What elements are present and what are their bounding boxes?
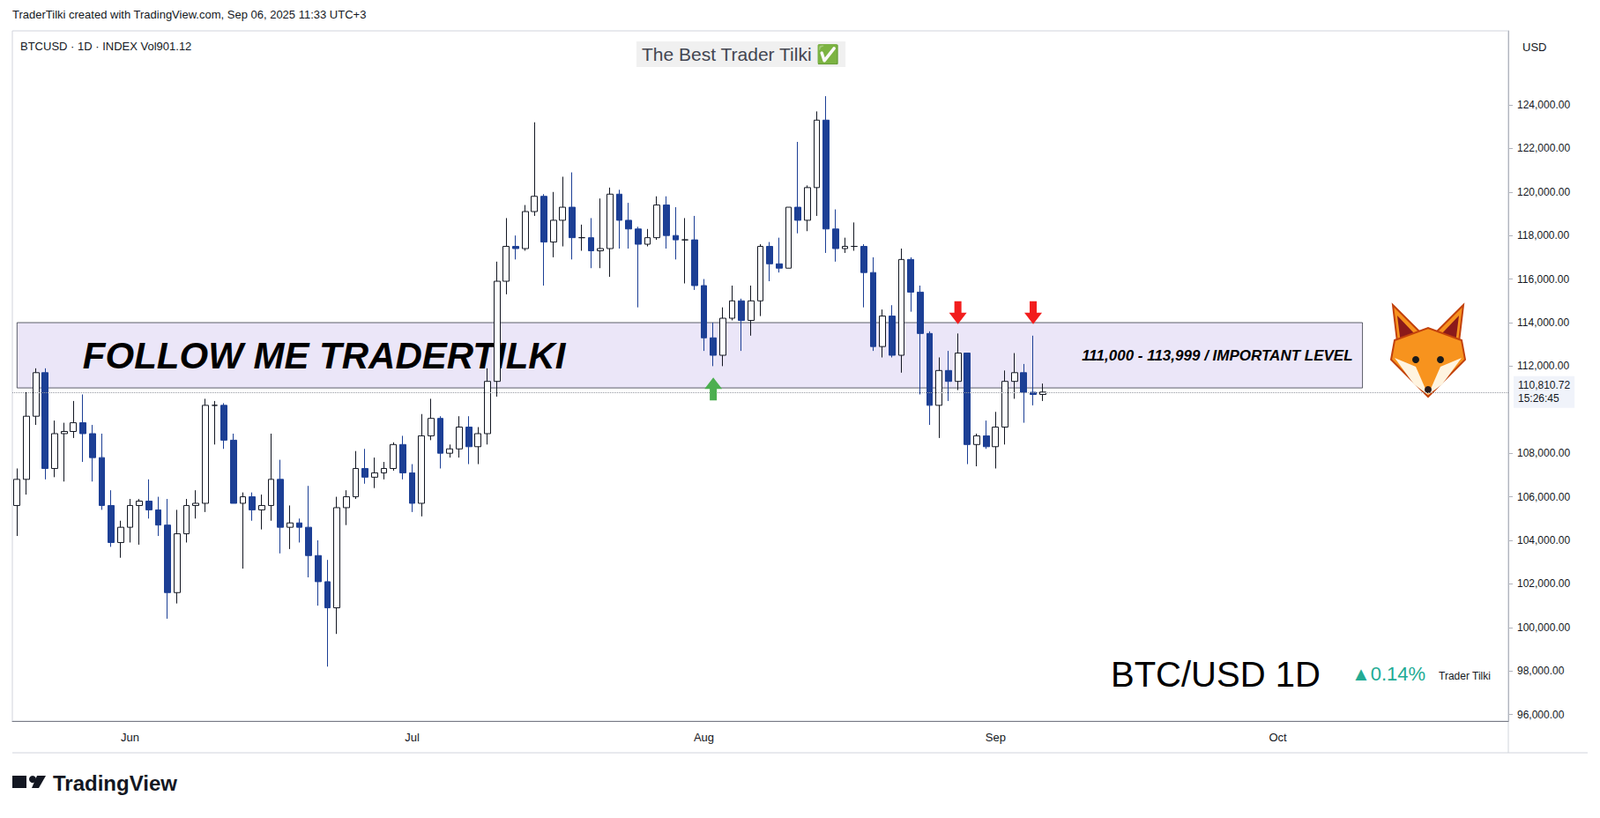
svg-text:110,810.72: 110,810.72 [1518,379,1571,392]
svg-text:120,000.00: 120,000.00 [1517,186,1571,199]
svg-text:Aug: Aug [693,730,715,745]
svg-text:TraderTilki created with Tradi: TraderTilki created with TradingView.com… [12,7,366,22]
svg-text:BTCUSD · 1D · INDEX Vol901.12: BTCUSD · 1D · INDEX Vol901.12 [20,39,192,53]
svg-text:▲0.14%: ▲0.14% [1351,662,1426,685]
svg-text:TradingView: TradingView [52,771,178,796]
svg-text:BTC/USD 1D: BTC/USD 1D [1110,654,1321,694]
svg-text:Trader Tilki: Trader Tilki [1438,669,1491,683]
svg-text:The Best Trader Tilki ✅: The Best Trader Tilki ✅ [641,43,840,66]
svg-text:112,000.00: 112,000.00 [1517,359,1570,373]
svg-text:Jun: Jun [120,730,140,745]
svg-text:114,000.00: 114,000.00 [1517,316,1570,329]
svg-text:124,000.00: 124,000.00 [1517,98,1571,112]
svg-text:Jul: Jul [404,730,420,745]
svg-text:122,000.00: 122,000.00 [1517,141,1571,155]
svg-text:102,000.00: 102,000.00 [1517,577,1571,590]
svg-text:Oct: Oct [1268,730,1288,745]
svg-text:98,000.00: 98,000.00 [1517,664,1565,678]
svg-text:USD: USD [1522,40,1547,54]
svg-text:15:26:45: 15:26:45 [1518,392,1560,405]
svg-text:116,000.00: 116,000.00 [1517,273,1570,286]
svg-text:96,000.00: 96,000.00 [1517,708,1565,722]
svg-text:FOLLOW ME TRADERTILKI: FOLLOW ME TRADERTILKI [82,334,566,376]
svg-text:100,000.00: 100,000.00 [1517,621,1571,634]
svg-text:106,000.00: 106,000.00 [1517,491,1571,504]
svg-text:108,000.00: 108,000.00 [1517,446,1571,460]
svg-text:104,000.00: 104,000.00 [1517,534,1571,547]
svg-text:Sep: Sep [985,730,1006,745]
svg-text:111,000 - 113,999 / IMPORTANT: 111,000 - 113,999 / IMPORTANT LEVEL [1081,347,1353,365]
svg-text:118,000.00: 118,000.00 [1517,229,1570,242]
